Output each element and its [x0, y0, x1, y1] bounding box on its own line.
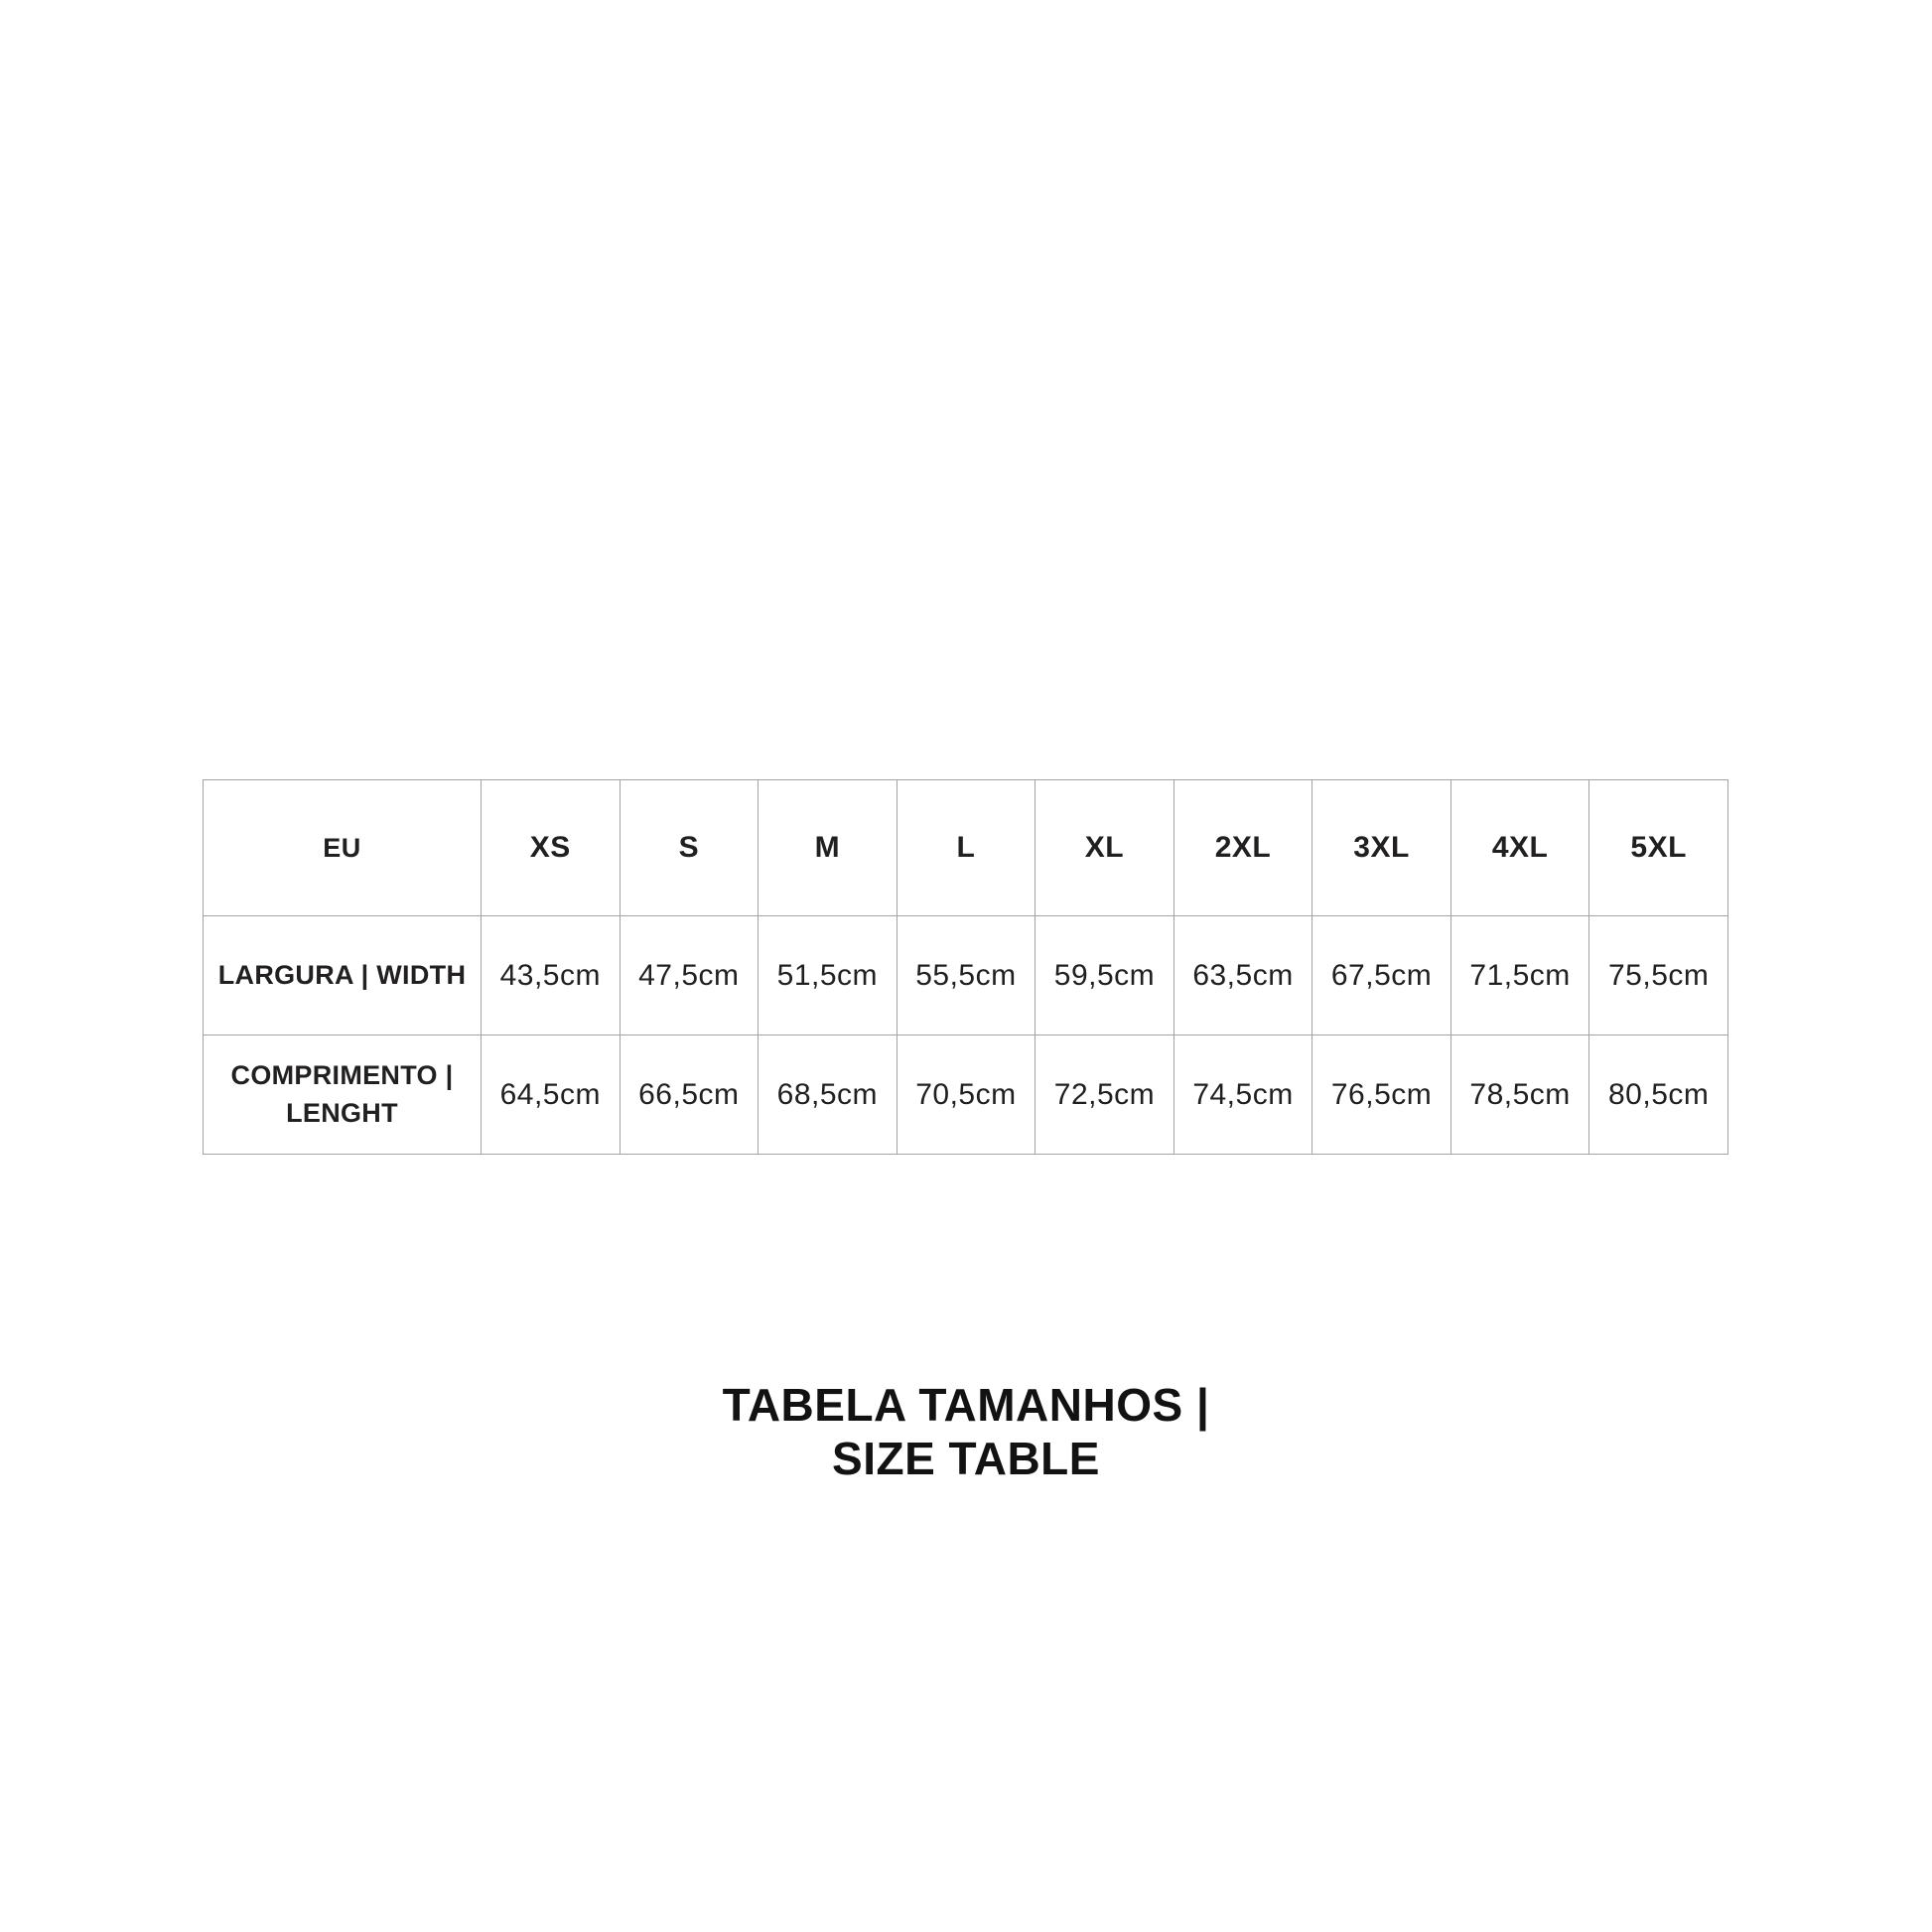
size-header-3xl: 3XL — [1311, 779, 1451, 916]
length-value-s: 66,5cm — [619, 1035, 759, 1155]
size-table-header-row: EU XS S M L XL 2XL 3XL 4XL 5XL — [203, 779, 1728, 916]
size-header-l: L — [896, 779, 1036, 916]
width-value-s: 47,5cm — [619, 915, 759, 1035]
width-value-4xl: 71,5cm — [1449, 915, 1590, 1035]
length-value-4xl: 78,5cm — [1449, 1035, 1590, 1155]
length-value-xl: 72,5cm — [1035, 1035, 1174, 1155]
size-header-xl: XL — [1035, 779, 1174, 916]
length-value-l: 70,5cm — [896, 1035, 1036, 1155]
size-header-2xl: 2XL — [1173, 779, 1313, 916]
length-row: COMPRIMENTO | LENGHT 64,5cm 66,5cm 68,5c… — [203, 1035, 1728, 1155]
width-value-2xl: 63,5cm — [1173, 915, 1313, 1035]
width-value-5xl: 75,5cm — [1588, 915, 1728, 1035]
size-table-caption: TABELA TAMANHOS | SIZE TABLE — [0, 1378, 1932, 1485]
width-value-xl: 59,5cm — [1035, 915, 1174, 1035]
width-value-m: 51,5cm — [758, 915, 897, 1035]
length-value-5xl: 80,5cm — [1588, 1035, 1728, 1155]
size-header-xs: XS — [481, 779, 621, 916]
size-header-5xl: 5XL — [1588, 779, 1728, 916]
length-value-3xl: 76,5cm — [1311, 1035, 1451, 1155]
caption-line-1: TABELA TAMANHOS | — [722, 1379, 1210, 1431]
size-table: EU XS S M L XL 2XL 3XL 4XL 5XL LARGURA |… — [203, 779, 1728, 1155]
length-value-2xl: 74,5cm — [1173, 1035, 1313, 1155]
width-row: LARGURA | WIDTH 43,5cm 47,5cm 51,5cm 55,… — [203, 915, 1728, 1035]
width-value-l: 55,5cm — [896, 915, 1036, 1035]
caption-line-2: SIZE TABLE — [832, 1433, 1100, 1484]
corner-cell-eu: EU — [203, 779, 482, 916]
size-header-4xl: 4XL — [1449, 779, 1590, 916]
size-header-s: S — [619, 779, 759, 916]
length-value-m: 68,5cm — [758, 1035, 897, 1155]
width-row-label: LARGURA | WIDTH — [203, 915, 482, 1035]
width-value-xs: 43,5cm — [481, 915, 621, 1035]
width-value-3xl: 67,5cm — [1311, 915, 1451, 1035]
length-value-xs: 64,5cm — [481, 1035, 621, 1155]
length-row-label: COMPRIMENTO | LENGHT — [203, 1035, 482, 1155]
size-header-m: M — [758, 779, 897, 916]
